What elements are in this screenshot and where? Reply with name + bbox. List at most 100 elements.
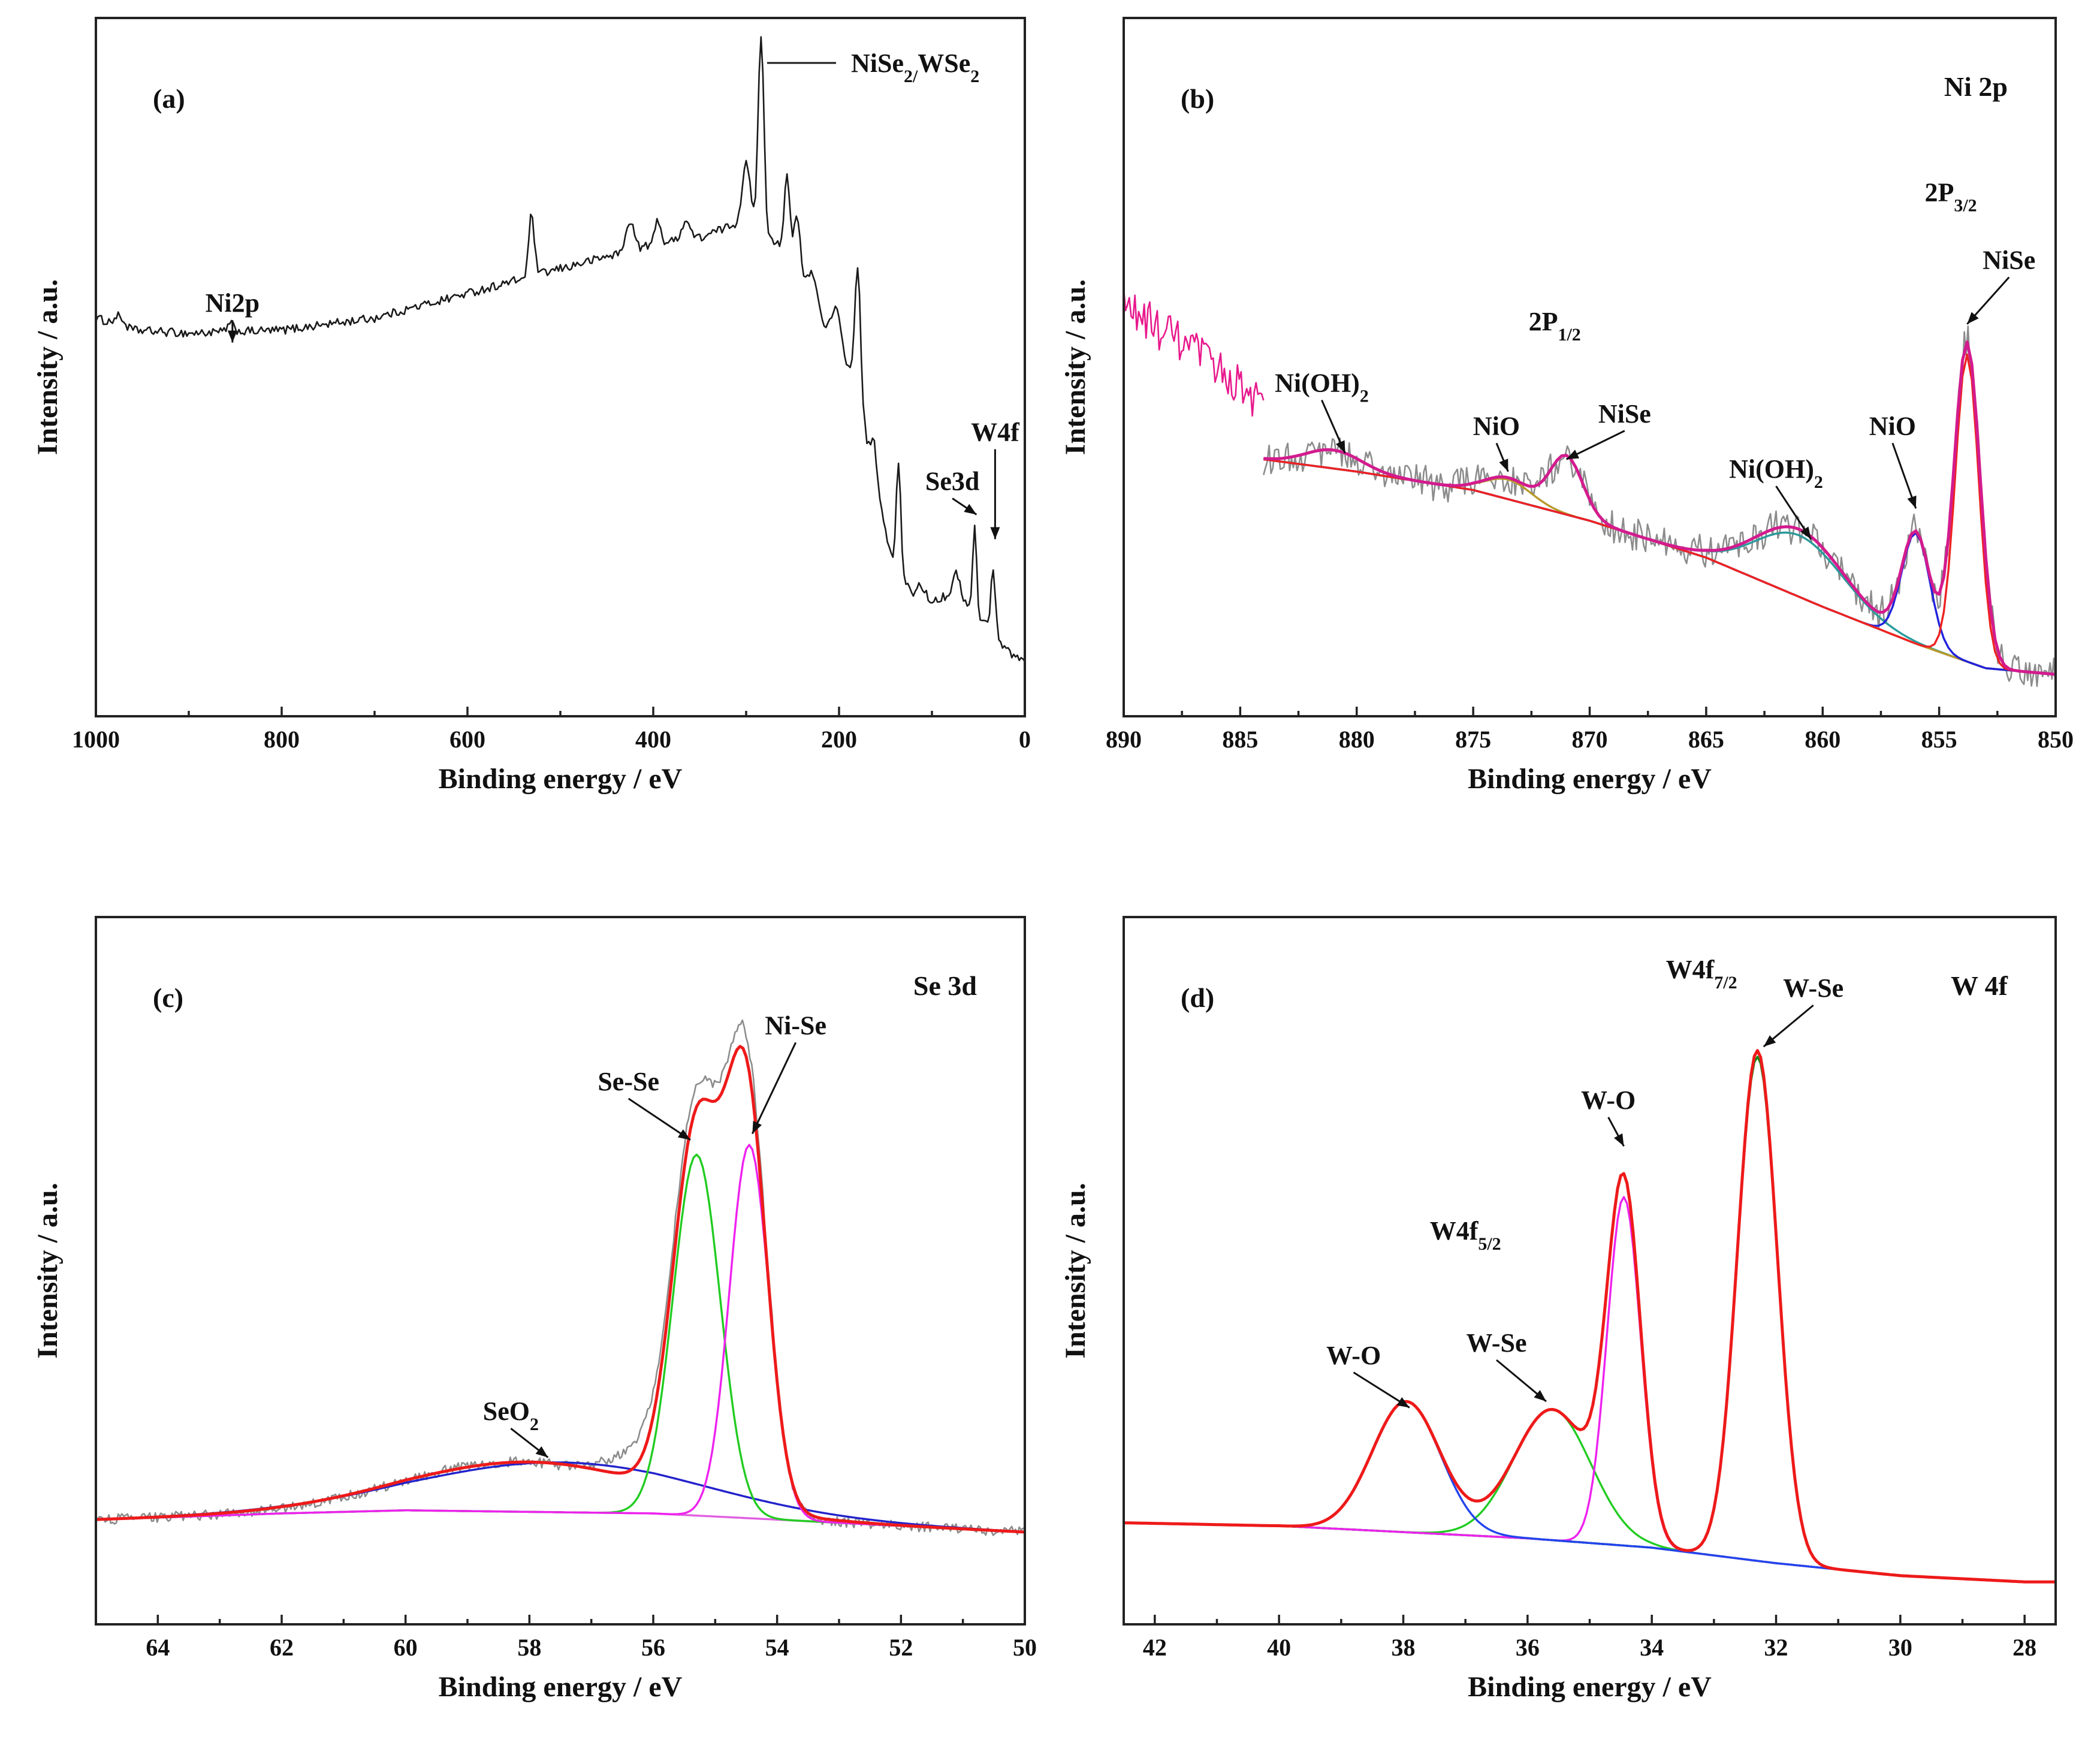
annotation-arrow <box>627 1097 691 1141</box>
legend-label-a: NiSe2/WSe2 <box>851 49 979 86</box>
panel-label-c: (c) <box>153 982 183 1013</box>
annotation-label: NiSe <box>1598 399 1651 429</box>
annotation-arrowhead <box>677 1129 690 1140</box>
x-tick-label-c-62: 62 <box>270 1634 294 1661</box>
panel-label-a: (a) <box>153 83 185 114</box>
annotation-c-0: SeO2 <box>483 1397 549 1458</box>
annotation-label: Ni(OH)2 <box>1275 369 1369 406</box>
annotation-arrowhead <box>1499 459 1508 472</box>
x-tick-label-b-875: 875 <box>1455 726 1491 753</box>
annotation-b-1: NiO <box>1473 411 1520 472</box>
annotation-d-5: W-O <box>1326 1341 1410 1409</box>
plot-frame-c <box>95 916 1026 1626</box>
y-axis-label-c: Intensity / a.u. <box>32 1183 64 1358</box>
x-tick-label-b-880: 880 <box>1339 726 1375 753</box>
x-tick-label-c-64: 64 <box>146 1634 170 1661</box>
series-a-nise-wse- <box>96 36 1025 662</box>
panel-label-d: (d) <box>1181 982 1214 1013</box>
annotation-label: Se-Se <box>598 1067 659 1096</box>
series-group-c <box>96 1019 1025 1536</box>
x-axis-label-d: Binding energy / eV <box>1468 1671 1712 1703</box>
annotation-label: W-O <box>1326 1341 1381 1370</box>
annotation-arrowhead <box>535 1446 548 1458</box>
x-tick-label-c-58: 58 <box>517 1634 541 1661</box>
panel-d: 42 40 38 36 34 32 30 28 Binding energy / eV Inten… <box>1060 916 2057 1703</box>
annotation-label: 2P3/2 <box>1925 178 1977 216</box>
x-tick-label-d-42: 42 <box>1143 1634 1167 1661</box>
x-tick-label-c-56: 56 <box>641 1634 665 1661</box>
x-tick-label-d-28: 28 <box>2012 1634 2036 1661</box>
annotation-d-0: W4f7/2 <box>1666 955 1737 993</box>
annotation-d-1: W-Se <box>1763 973 1843 1048</box>
annotation-label: W4f7/2 <box>1666 955 1737 993</box>
x-tick-label-a-800: 800 <box>264 726 300 753</box>
annotation-d-4: W-Se <box>1466 1328 1547 1403</box>
series-b-envelope <box>1263 340 2056 676</box>
annotation-arrowhead <box>1907 495 1917 509</box>
annotation-b-4: Ni(OH)2 <box>1729 454 1823 540</box>
x-tick-label-a-0: 0 <box>1019 726 1031 753</box>
annotation-b-0: Ni(OH)2 <box>1275 369 1369 454</box>
y-axis-label-b: Intensity / a.u. <box>1060 279 1091 455</box>
x-tick-label-a-600: 600 <box>449 726 485 753</box>
annotation-c-1: Se-Se <box>598 1067 691 1141</box>
x-tick-label-a-400: 400 <box>635 726 671 753</box>
panel-a: 1000 800 600 400 200 0 Binding energy / eV Inte… <box>32 17 1031 795</box>
x-tick-label-d-34: 34 <box>1640 1634 1664 1661</box>
annotation-a-1: Se3d <box>925 467 979 515</box>
x-tick-label-b-860: 860 <box>1805 726 1840 753</box>
annotation-arrowhead <box>1566 450 1580 460</box>
annotation-d-3: W4f5/2 <box>1430 1216 1501 1254</box>
annotation-arrowhead <box>990 527 1000 539</box>
annotation-a-0: Ni2p <box>206 288 260 343</box>
x-tick-label-d-40: 40 <box>1267 1634 1291 1661</box>
annotation-arrowhead <box>1396 1397 1410 1408</box>
x-axis-label-b: Binding energy / eV <box>1468 763 1712 795</box>
annotation-label: NiO <box>1473 411 1520 441</box>
annotation-label: W4f <box>971 418 1020 447</box>
panel-title-b: Ni 2p <box>1944 71 2008 102</box>
x-tick-label-b-870: 870 <box>1572 726 1608 753</box>
panel-label-b: (b) <box>1181 83 1214 114</box>
x-tick-label-d-32: 32 <box>1764 1634 1788 1661</box>
x-tick-label-d-36: 36 <box>1516 1634 1540 1661</box>
x-tick-label-c-60: 60 <box>394 1634 418 1661</box>
x-tick-label-d-30: 30 <box>1888 1634 1912 1661</box>
x-tick-label-b-855: 855 <box>1921 726 1957 753</box>
annotation-label: W4f5/2 <box>1430 1216 1501 1254</box>
annotation-b-6: 2P3/2 <box>1925 178 1977 216</box>
annotation-b-3: NiSe <box>1565 399 1651 460</box>
x-tick-label-a-1000: 1000 <box>72 726 120 753</box>
annotation-label: Ni(OH)2 <box>1729 454 1823 492</box>
annotation-d-2: W-O <box>1581 1085 1636 1147</box>
x-axis-label-c: Binding energy / eV <box>439 1671 683 1703</box>
series-c-envelope <box>96 1045 1025 1534</box>
annotation-arrowhead <box>1335 440 1345 454</box>
annotation-b-7: NiSe <box>1966 245 2035 325</box>
series-group-a <box>96 36 1025 662</box>
x-tick-label-c-50: 50 <box>1013 1634 1037 1661</box>
series-b-raw <box>1124 288 1265 417</box>
annotation-label: NiO <box>1869 411 1916 441</box>
annotation-b-5: NiO <box>1869 411 1917 509</box>
series-group-d <box>1124 1049 2056 1584</box>
series-d-envelope <box>1124 1049 2056 1584</box>
annotation-label: Ni-Se <box>765 1011 826 1040</box>
x-tick-label-b-865: 865 <box>1688 726 1724 753</box>
x-tick-label-c-54: 54 <box>765 1634 789 1661</box>
annotation-arrowhead <box>227 330 237 343</box>
x-tick-label-b-890: 890 <box>1106 726 1142 753</box>
x-tick-label-b-885: 885 <box>1222 726 1258 753</box>
annotation-a-2: W4f <box>971 418 1020 539</box>
x-tick-label-b-850: 850 <box>2038 726 2074 753</box>
x-axis-label-a: Binding energy / eV <box>439 763 683 795</box>
annotation-b-2: 2P1/2 <box>1529 307 1581 345</box>
annotation-arrowhead <box>1763 1035 1776 1047</box>
annotation-label: SeO2 <box>483 1397 539 1434</box>
annotation-label: NiSe <box>1983 245 2035 275</box>
panel-c: 64 62 60 58 56 54 52 50 Binding energy / eV Inten… <box>32 916 1037 1703</box>
annotation-arrow <box>751 1042 797 1135</box>
panel-title-d: W 4f <box>1951 970 2008 1001</box>
